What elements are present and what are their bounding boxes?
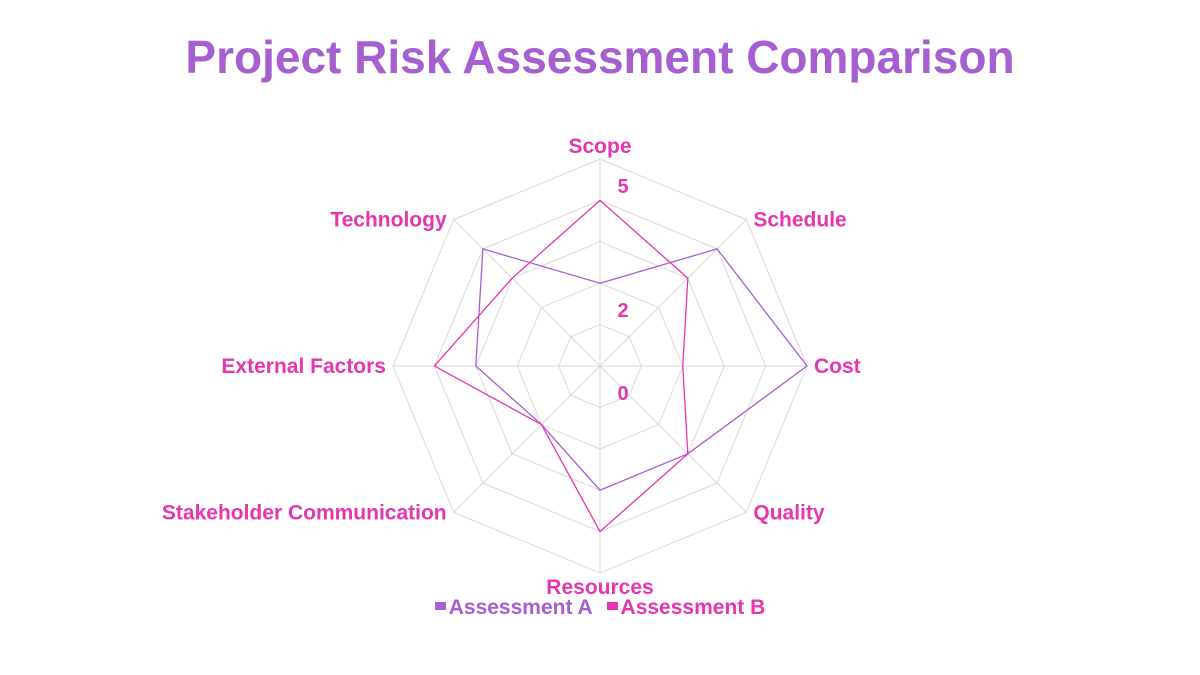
legend-label-a: Assessment A	[448, 596, 593, 619]
axis-label-0: Scope	[568, 135, 631, 158]
legend-swatch-a	[434, 602, 446, 611]
legend-label-b: Assessment B	[620, 596, 766, 619]
grid-spoke-7	[453, 219, 601, 367]
legend-swatch-b	[606, 602, 618, 611]
axis-label-5: Stakeholder Communication	[162, 501, 447, 524]
series-a-line	[475, 248, 808, 491]
radar-axis-labels: Scope Schedule Cost Quality Resources Stakeho…	[162, 135, 861, 599]
legend-item-assessment-a[interactable]: Assessment A	[434, 596, 593, 620]
legend: Assessment A Assessment B	[0, 596, 1200, 620]
axis-label-4: Resources	[546, 576, 653, 599]
legend-item-assessment-b[interactable]: Assessment B	[606, 596, 766, 620]
radar-tick-labels: 0 2 5	[617, 176, 628, 405]
tick-label-0: 0	[617, 383, 628, 405]
grid-spoke-1	[599, 219, 747, 367]
axis-label-3: Quality	[753, 501, 825, 524]
chart-title: Project Risk Assessment Comparison	[185, 31, 1015, 83]
axis-label-6: External Factors	[221, 355, 386, 378]
grid-spoke-3	[599, 365, 747, 513]
radar-series	[433, 199, 808, 533]
tick-label-2: 2	[617, 300, 628, 322]
tick-label-5: 5	[617, 176, 628, 198]
axis-label-7: Technology	[330, 209, 447, 232]
radar-grid	[392, 158, 808, 574]
axis-label-1: Schedule	[753, 209, 846, 232]
grid-spoke-5	[453, 365, 601, 513]
axis-label-2: Cost	[814, 355, 861, 378]
